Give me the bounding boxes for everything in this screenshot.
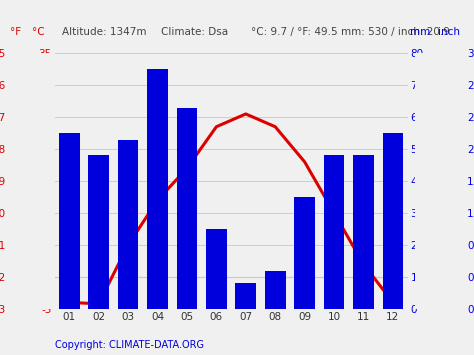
Text: Copyright: CLIMATE-DATA.ORG: Copyright: CLIMATE-DATA.ORG	[55, 340, 203, 350]
Text: Climate: Dsa: Climate: Dsa	[161, 27, 228, 37]
Text: °C: °C	[32, 27, 45, 37]
Text: °F: °F	[10, 27, 21, 37]
Bar	[177, 108, 197, 309]
Text: mm: 530 / inch: 20.9: mm: 530 / inch: 20.9	[341, 27, 450, 37]
Text: inch: inch	[438, 27, 459, 37]
Text: °C: 9.7 / °F: 49.5: °C: 9.7 / °F: 49.5	[251, 27, 338, 37]
Text: Altitude: 1347m: Altitude: 1347m	[62, 27, 146, 37]
Bar	[383, 133, 403, 309]
Bar	[236, 283, 256, 309]
Bar	[324, 155, 345, 309]
Text: mm: mm	[410, 27, 430, 37]
Bar	[147, 69, 168, 309]
Bar	[88, 155, 109, 309]
Bar	[59, 133, 80, 309]
Bar	[118, 140, 138, 309]
Bar	[206, 229, 227, 309]
Bar	[265, 271, 285, 309]
Bar	[353, 155, 374, 309]
Bar	[294, 197, 315, 309]
